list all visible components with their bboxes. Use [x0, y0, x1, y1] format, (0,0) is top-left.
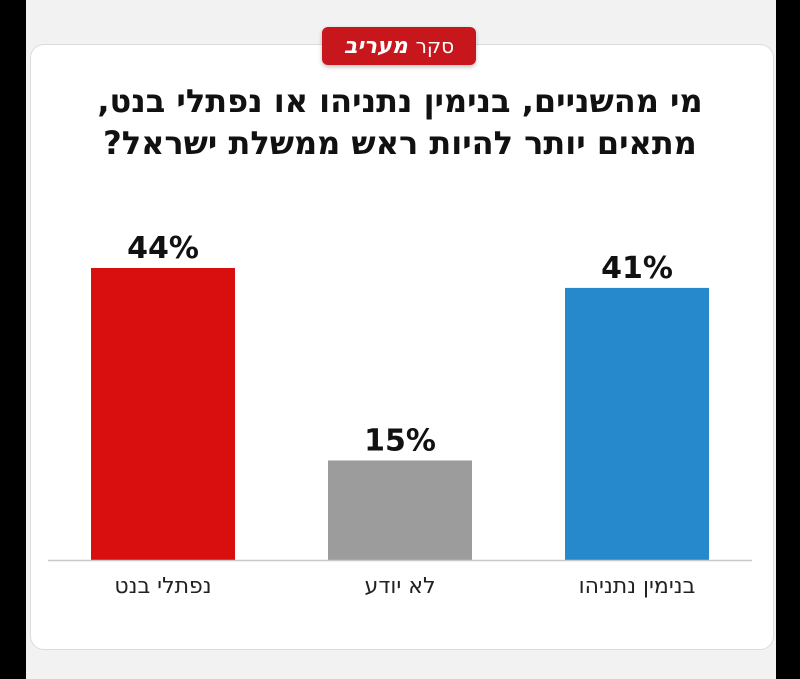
category-label-2: לא יודע [365, 574, 436, 599]
chart-title-line-1: מי מהשניים, בנימין נתניהו או נפתלי בנט, [97, 82, 703, 120]
value-label-3: 41% [601, 251, 673, 286]
badge-label: סקר [415, 34, 455, 58]
value-label-2: 15% [364, 423, 436, 458]
bar-3 [565, 287, 709, 560]
chart-title: מי מהשניים, בנימין נתניהו או נפתלי בנט, … [60, 80, 740, 164]
value-label-1: 44% [127, 231, 199, 266]
bar-2 [328, 460, 472, 560]
category-label-1: נפתלי בנט [114, 574, 211, 599]
poll-badge: סקר מעריב [322, 27, 476, 65]
category-label-3: בנימין נתניהו [579, 574, 696, 599]
bar-1 [91, 268, 235, 560]
chart-title-line-2: מתאים יותר להיות ראש ממשלת ישראל? [103, 124, 697, 162]
badge-brand-logo: מעריב [343, 33, 408, 59]
